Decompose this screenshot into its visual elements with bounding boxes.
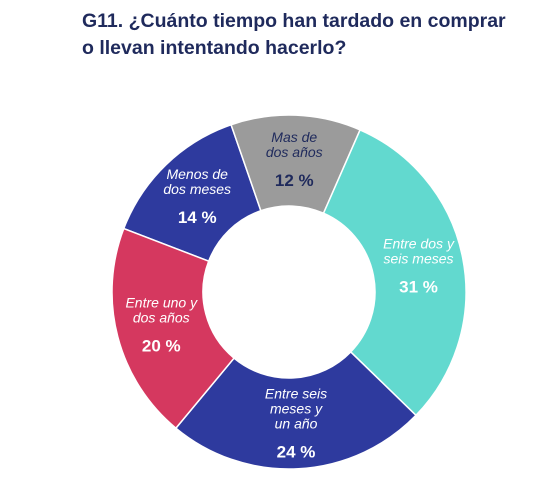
slice-value: 31 %: [399, 278, 438, 297]
chart-title: G11. ¿Cuánto tiempo han tardado en compr…: [82, 8, 522, 62]
slice-label: Entre dos y: [383, 236, 455, 252]
slice-label: dos años: [266, 144, 323, 160]
slice-label: Entre uno y: [125, 294, 198, 310]
slice-value: 14 %: [178, 208, 217, 227]
donut-slice: [322, 128, 467, 417]
slice-value: 12 %: [275, 171, 314, 190]
chart-title-line-2: o llevan intentando hacerlo?: [82, 37, 347, 59]
slice-label: meses y: [270, 400, 323, 416]
slice-label: dos meses: [163, 181, 231, 197]
slice-label: un año: [275, 415, 318, 431]
donut-slice: [174, 350, 418, 470]
slice-value: 24 %: [277, 442, 316, 461]
slice-label: dos años: [133, 309, 190, 325]
slice-label: Mas de: [271, 129, 317, 145]
chart-title-line-1: G11. ¿Cuánto tiempo han tardado en compr…: [82, 10, 506, 32]
donut-slice: [111, 227, 236, 430]
slice-label: Menos de: [166, 166, 228, 182]
slice-value: 20 %: [142, 336, 181, 355]
slice-label: Entre seis: [265, 385, 327, 401]
slice-label: seis meses: [384, 251, 454, 267]
